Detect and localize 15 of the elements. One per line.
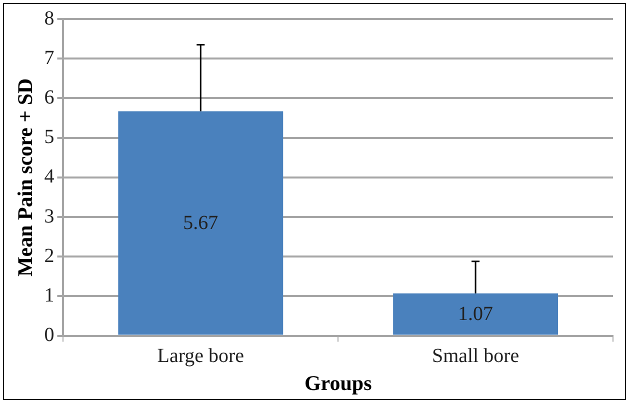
y-tick-label: 8: [44, 7, 54, 30]
y-tick-label: 5: [44, 126, 54, 148]
y-tick-label: 2: [44, 244, 54, 267]
y-axis-title: Mean Pain score + SD: [13, 78, 38, 277]
data-label: 1.07: [458, 302, 494, 325]
y-tick-label: 6: [44, 86, 54, 108]
x-tick-label: Large bore: [157, 345, 244, 368]
y-tick-label: 3: [44, 205, 54, 228]
data-label: 5.67: [183, 212, 218, 234]
y-tick-label: 4: [44, 166, 54, 188]
y-tick-label: 0: [44, 324, 54, 346]
y-tick-label: 1: [44, 284, 54, 306]
x-tick-label: Small bore: [432, 345, 520, 368]
x-axis-title: Groups: [304, 370, 372, 395]
y-tick-label: 7: [44, 46, 54, 69]
